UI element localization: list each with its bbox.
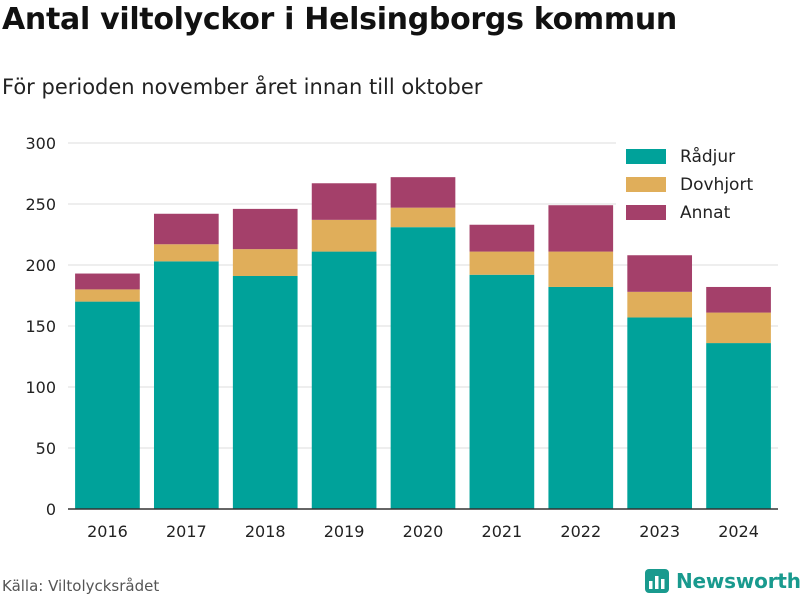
source-note: Källa: Viltolycksrådet [2, 577, 160, 595]
x-tick-label: 2021 [482, 522, 523, 541]
bar-segment [627, 255, 693, 292]
x-tick-label: 2016 [87, 522, 128, 541]
bar-segment [75, 301, 140, 509]
legend-label: Annat [680, 203, 731, 223]
x-tick-label: 2022 [560, 522, 601, 541]
bar-segment [75, 289, 140, 302]
bar-segment [390, 207, 456, 228]
bar-segment [153, 244, 219, 262]
legend-label: Dovhjort [680, 175, 753, 195]
bar-segment [390, 227, 456, 509]
bar-segment [548, 251, 614, 287]
bar-segment [548, 286, 614, 509]
chart-subtitle: För perioden november året innan till ok… [2, 75, 483, 99]
x-tick-label: 2024 [718, 522, 759, 541]
bar-segment [311, 219, 377, 252]
bar-segment [469, 274, 535, 509]
bar-segment [627, 317, 693, 509]
bar-segment [627, 291, 693, 318]
brand-logo: Newsworthy [644, 568, 800, 594]
bar-segment [706, 343, 771, 509]
legend-swatch [626, 149, 666, 164]
x-tick-label: 2019 [324, 522, 365, 541]
brand-name: Newsworthy [676, 569, 800, 593]
x-tick-label: 2017 [166, 522, 207, 541]
bar-segment [390, 177, 456, 208]
y-tick-label: 200 [25, 256, 56, 275]
bar-segment [75, 273, 140, 290]
bar-segment [232, 208, 298, 250]
bar-segment [706, 286, 771, 313]
bar-segment [548, 205, 614, 252]
y-tick-label: 50 [36, 439, 56, 458]
legend-label: Rådjur [680, 146, 735, 167]
bar-segment [469, 224, 535, 252]
bar-segment [469, 251, 535, 275]
legend-swatch [626, 205, 666, 220]
bar-segment [153, 213, 219, 245]
y-tick-label: 100 [25, 378, 56, 397]
bar-segment [232, 275, 298, 509]
chart-title: Antal viltolyckor i Helsingborgs kommun [2, 2, 677, 37]
y-tick-label: 300 [25, 134, 56, 153]
bar-segment [706, 312, 771, 344]
bar-segment [153, 261, 219, 509]
legend-swatch [626, 177, 666, 192]
y-tick-label: 150 [25, 317, 56, 336]
bar-chart-logo-icon [645, 569, 669, 593]
bar-segment [311, 183, 377, 220]
x-tick-label: 2023 [639, 522, 680, 541]
bar-segment [311, 251, 377, 509]
x-tick-label: 2018 [245, 522, 286, 541]
y-tick-label: 250 [25, 195, 56, 214]
bar-segment [232, 249, 298, 276]
y-tick-label: 0 [46, 500, 56, 519]
x-tick-label: 2020 [403, 522, 444, 541]
